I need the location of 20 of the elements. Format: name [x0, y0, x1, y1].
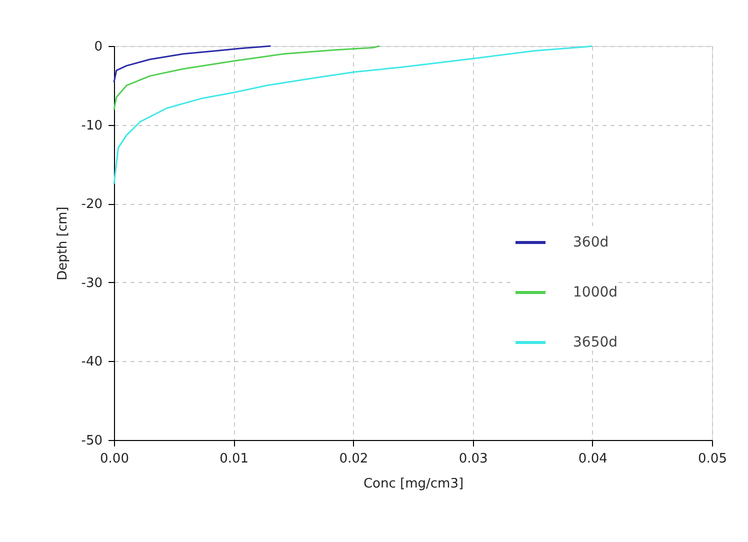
x-tick-label: 0.01	[220, 452, 249, 466]
y-tick-label: -40	[81, 354, 102, 370]
x-tick-label: 0.02	[339, 452, 368, 466]
x-tick-label: 0.05	[698, 452, 727, 466]
line-series	[113, 45, 272, 83]
y-tick-label: -20	[81, 197, 102, 212]
y-tick-label: -30	[81, 276, 102, 291]
y-tick-label: 0	[94, 40, 102, 54]
x-tick-label: 0.03	[458, 452, 488, 466]
x-axis-title: Conc [mg/cm3]	[363, 476, 464, 492]
legend-label: 3650d	[573, 334, 618, 350]
line-series	[113, 45, 594, 185]
x-tick-label: 0.04	[578, 452, 608, 466]
y-axis-title: Depth [cm]	[55, 206, 70, 280]
x-tick-label: 0.00	[100, 452, 129, 466]
y-tick-label: -10	[81, 118, 102, 134]
y-tick-label: -50	[81, 434, 102, 448]
line-series	[113, 45, 380, 111]
legend-label: 1000d	[573, 284, 618, 300]
legend-label: 360d	[573, 234, 609, 250]
